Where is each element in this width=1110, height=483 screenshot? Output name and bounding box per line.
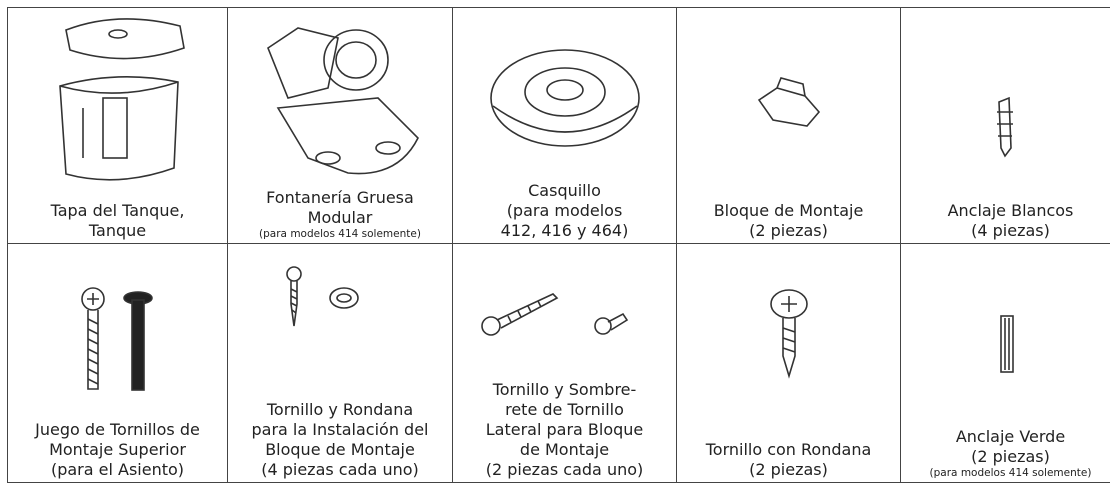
caption-note: (para modelos 414 solemente) — [259, 228, 421, 240]
table-cell: Casquillo (para modelos 412, 416 y 464) — [452, 7, 676, 243]
caption-line: para la Instalación del — [251, 420, 429, 439]
caption-line: Anclaje Blancos — [947, 201, 1074, 220]
caption-line: (2 piezas) — [749, 221, 828, 240]
caption-line: de Montaje — [519, 440, 610, 459]
caption: Anclaje Blancos (4 piezas) — [901, 201, 1110, 241]
caption-line: (2 piezas) — [749, 460, 828, 479]
caption-line: Fontanería Gruesa — [266, 188, 414, 207]
tank-illustration — [59, 18, 185, 181]
seat-bolts-illustration — [81, 287, 153, 391]
table-cell: Anclaje Verde (2 piezas) (para modelos 414… — [900, 243, 1110, 483]
lateral-screw-illustration — [481, 293, 629, 336]
caption-line: Bloque de Montaje — [713, 201, 864, 220]
screw-washer-illustration — [286, 266, 359, 327]
caption: Casquillo (para modelos 412, 416 y 464) — [453, 181, 676, 241]
table-cell: Bloque de Montaje (2 piezas) — [676, 7, 900, 243]
caption-line: Casquillo — [528, 181, 601, 200]
table-cell: Anclaje Blancos (4 piezas) — [900, 7, 1110, 243]
caption: Bloque de Montaje (2 piezas) — [677, 201, 900, 241]
caption-line: Tapa del Tanque, — [50, 201, 185, 220]
table-cell: Tapa del Tanque, Tanque — [7, 7, 227, 243]
table-cell: Fontanería Gruesa Modular (para modelos 41… — [227, 7, 452, 243]
white-anchor-illustration — [997, 96, 1013, 158]
caption-line: Modular — [307, 208, 373, 227]
caption-line: (4 piezas) — [971, 221, 1050, 240]
caption: Juego de Tornillos de Montaje Superior (pa… — [8, 420, 227, 480]
screw-with-washer-illustration — [770, 289, 808, 379]
caption-line: Tornillo y Sombre- — [492, 380, 637, 399]
caption: Tornillo y Rondana para la Instalación de… — [228, 400, 452, 480]
table-cell: Tornillo con Rondana (2 piezas) — [676, 243, 900, 483]
caption-line: Anclaje Verde — [955, 427, 1066, 446]
caption-line: Juego de Tornillos de — [35, 420, 200, 439]
plumbing-illustration — [267, 27, 419, 175]
caption-line: Tornillo y Rondana — [266, 400, 414, 419]
caption-line: Lateral para Bloque — [485, 420, 644, 439]
caption-line: (para modelos — [506, 201, 623, 220]
caption: Fontanería Gruesa Modular (para modelos 41… — [228, 188, 452, 241]
caption: Tornillo con Rondana (2 piezas) — [677, 440, 900, 480]
caption-line: Tornillo con Rondana — [705, 440, 872, 459]
caption-line: (2 piezas cada uno) — [485, 460, 644, 479]
caption-note: (para modelos 414 solemente) — [929, 467, 1092, 479]
table-cell: Juego de Tornillos de Montaje Superior (pa… — [7, 243, 227, 483]
caption-line: (2 piezas) — [971, 447, 1050, 466]
bushing-illustration — [490, 49, 640, 147]
caption-line: (para el Asiento) — [50, 460, 185, 479]
caption-line: Montaje Superior — [49, 440, 186, 459]
table-cell: Tornillo y Rondana para la Instalación de… — [227, 243, 452, 483]
caption: Tapa del Tanque, Tanque — [8, 201, 227, 241]
caption: Tornillo y Sombre-rete de Tornillo Latera… — [453, 380, 676, 480]
green-anchor-illustration — [1000, 315, 1014, 373]
caption-line: Bloque de Montaje — [265, 440, 415, 459]
caption-line: rete de Tornillo — [505, 400, 624, 419]
table-cell: Tornillo y Sombre-rete de Tornillo Latera… — [452, 243, 676, 483]
mounting-block-illustration — [757, 77, 821, 127]
caption-line: Tanque — [88, 221, 147, 240]
caption: Anclaje Verde (2 piezas) (para modelos 414… — [901, 427, 1110, 480]
caption-line: (4 piezas cada uno) — [261, 460, 419, 479]
caption-line: 412, 416 y 464) — [500, 221, 629, 240]
